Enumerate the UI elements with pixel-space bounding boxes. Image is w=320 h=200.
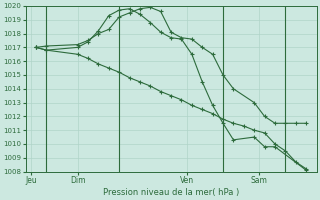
X-axis label: Pression niveau de la mer( hPa ): Pression niveau de la mer( hPa ) bbox=[103, 188, 239, 197]
